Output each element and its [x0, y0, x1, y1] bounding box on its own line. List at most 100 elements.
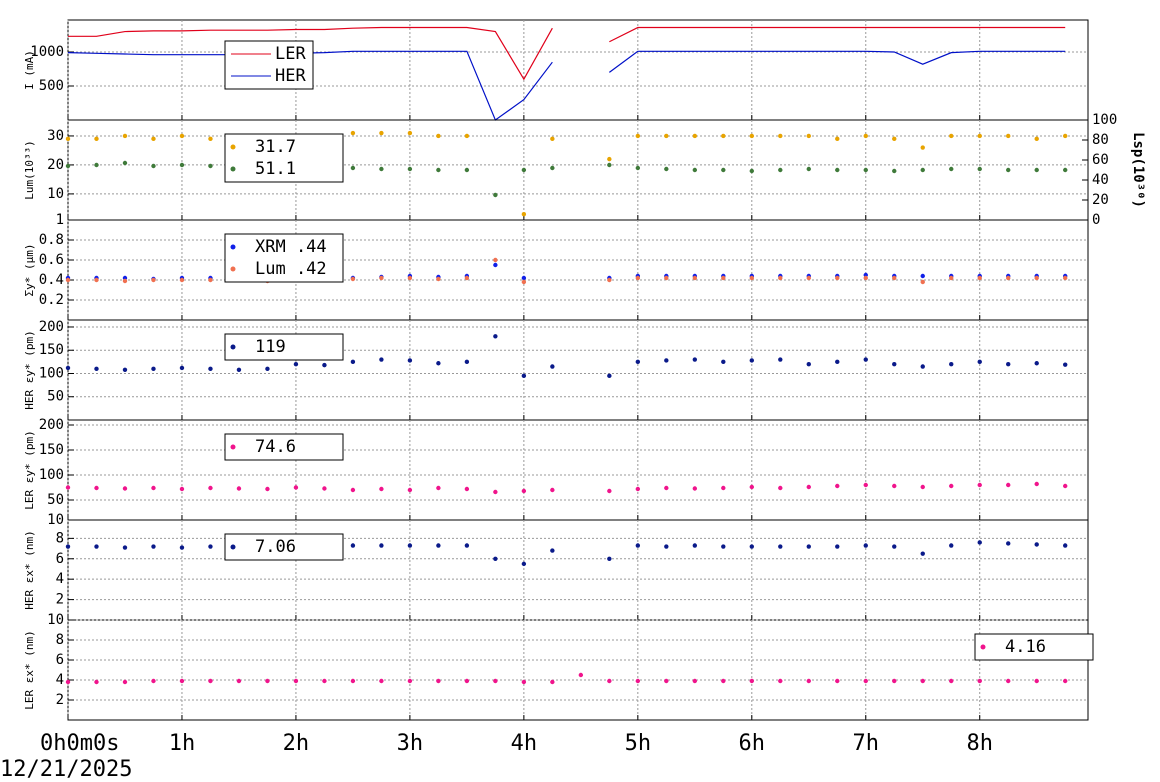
panel-frame [67, 319, 1089, 421]
data-point [1063, 678, 1068, 684]
y-axis-label: Lum(10³³) [23, 140, 36, 200]
data-point [94, 679, 99, 685]
data-point [293, 485, 299, 490]
data-point [550, 165, 555, 171]
data-point [607, 156, 612, 162]
data-point [436, 543, 441, 548]
data-point [379, 130, 384, 136]
data-point [578, 672, 584, 678]
data-point [692, 357, 698, 362]
data-point [151, 485, 156, 491]
legend-swatch [230, 544, 236, 550]
data-point [863, 275, 868, 281]
data-point [778, 133, 783, 139]
data-point [521, 212, 527, 217]
data-point [407, 543, 413, 548]
data-point [749, 168, 754, 174]
data-point [721, 678, 726, 684]
data-point [550, 679, 555, 685]
data-point [835, 275, 840, 281]
data-point [835, 359, 840, 365]
data-point [521, 279, 527, 285]
data-point [464, 133, 470, 139]
data-point [977, 359, 982, 365]
data-point [892, 483, 897, 489]
data-point [65, 365, 71, 371]
data-point [521, 488, 527, 494]
data-point [179, 678, 185, 684]
x-tick-label: 2h [283, 731, 310, 756]
data-point [179, 365, 185, 371]
data-point [806, 275, 811, 281]
data-point [835, 483, 840, 489]
data-point [721, 133, 726, 139]
data-point [863, 482, 868, 488]
data-point [94, 136, 99, 142]
data-point [122, 133, 128, 139]
y-tick-label: 2 [56, 592, 64, 608]
data-point [692, 678, 698, 684]
data-point [1034, 542, 1039, 547]
data-point [521, 679, 527, 685]
data-point [493, 257, 498, 263]
data-point [151, 277, 156, 283]
data-point [977, 540, 982, 545]
data-point [379, 275, 384, 281]
data-point [635, 133, 641, 139]
data-point [550, 487, 555, 493]
data-point [806, 133, 811, 139]
data-point [379, 543, 384, 548]
legend-label: Lum .42 [255, 259, 327, 279]
data-point [436, 167, 441, 173]
data-point [835, 136, 840, 142]
data-point [863, 133, 868, 139]
data-point [749, 678, 754, 684]
legend-label: 119 [255, 337, 286, 357]
data-point [65, 163, 71, 169]
data-point [208, 136, 213, 142]
y2-axis-label: Lsp(10³⁰) [1130, 132, 1146, 208]
data-point [208, 678, 213, 684]
data-point [122, 367, 128, 372]
data-point [664, 133, 669, 139]
data-point [151, 163, 156, 169]
data-point [1006, 133, 1011, 139]
data-point [892, 136, 897, 142]
data-point [236, 367, 242, 372]
data-point [607, 162, 612, 168]
data-point [493, 556, 498, 561]
data-point [379, 678, 384, 684]
legend-swatch [230, 266, 236, 272]
data-point [350, 678, 356, 684]
data-point [407, 678, 413, 684]
data-point [1034, 136, 1039, 142]
data-point [179, 545, 185, 550]
data-point [65, 277, 71, 283]
data-point [464, 275, 470, 281]
data-point [65, 679, 71, 685]
y-tick-label: 4 [56, 571, 64, 587]
y-tick-label: 150 [39, 342, 64, 358]
panel-frame [67, 419, 1089, 521]
data-point [692, 167, 698, 173]
y-tick-label: 100 [39, 365, 64, 381]
data-point [436, 276, 441, 282]
data-point [493, 678, 498, 684]
y-axis-label: HER εy* (pm) [23, 330, 36, 409]
y-tick-label: 6 [56, 652, 64, 668]
data-point [65, 136, 71, 142]
legend-swatch [980, 644, 986, 650]
data-point [920, 145, 925, 150]
data-point [635, 359, 641, 365]
x-tick-label: 4h [511, 731, 538, 756]
legend-swatch [230, 244, 236, 250]
data-point [1063, 543, 1068, 548]
data-point [692, 133, 698, 139]
legend-label: 7.06 [255, 537, 296, 557]
data-point [1034, 481, 1039, 487]
data-point [151, 366, 156, 372]
data-point [977, 275, 982, 281]
data-point [464, 167, 470, 173]
data-point [1006, 482, 1011, 488]
data-point [122, 160, 128, 166]
